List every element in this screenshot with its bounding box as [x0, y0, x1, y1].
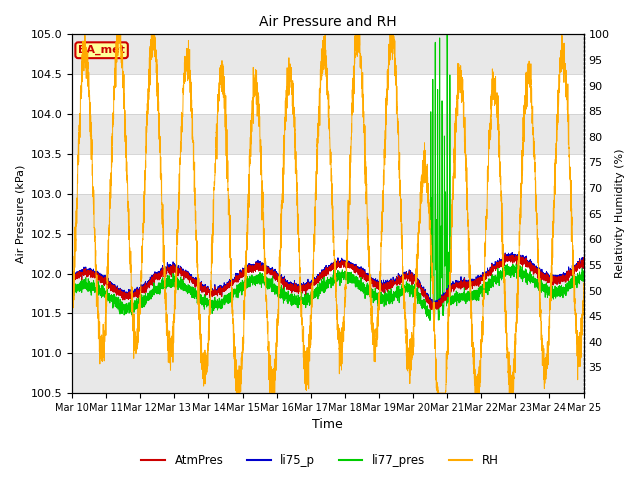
Legend: AtmPres, li75_p, li77_pres, RH: AtmPres, li75_p, li77_pres, RH	[137, 449, 503, 472]
Y-axis label: Relativity Humidity (%): Relativity Humidity (%)	[615, 149, 625, 278]
Y-axis label: Air Pressure (kPa): Air Pressure (kPa)	[15, 165, 25, 263]
Text: BA_met: BA_met	[78, 45, 125, 55]
Bar	[72, 35, 584, 74]
Title: Air Pressure and RH: Air Pressure and RH	[259, 15, 397, 29]
Bar	[72, 194, 584, 234]
X-axis label: Time: Time	[312, 419, 343, 432]
Bar	[72, 353, 584, 393]
Bar	[72, 114, 584, 154]
Bar	[72, 274, 584, 313]
